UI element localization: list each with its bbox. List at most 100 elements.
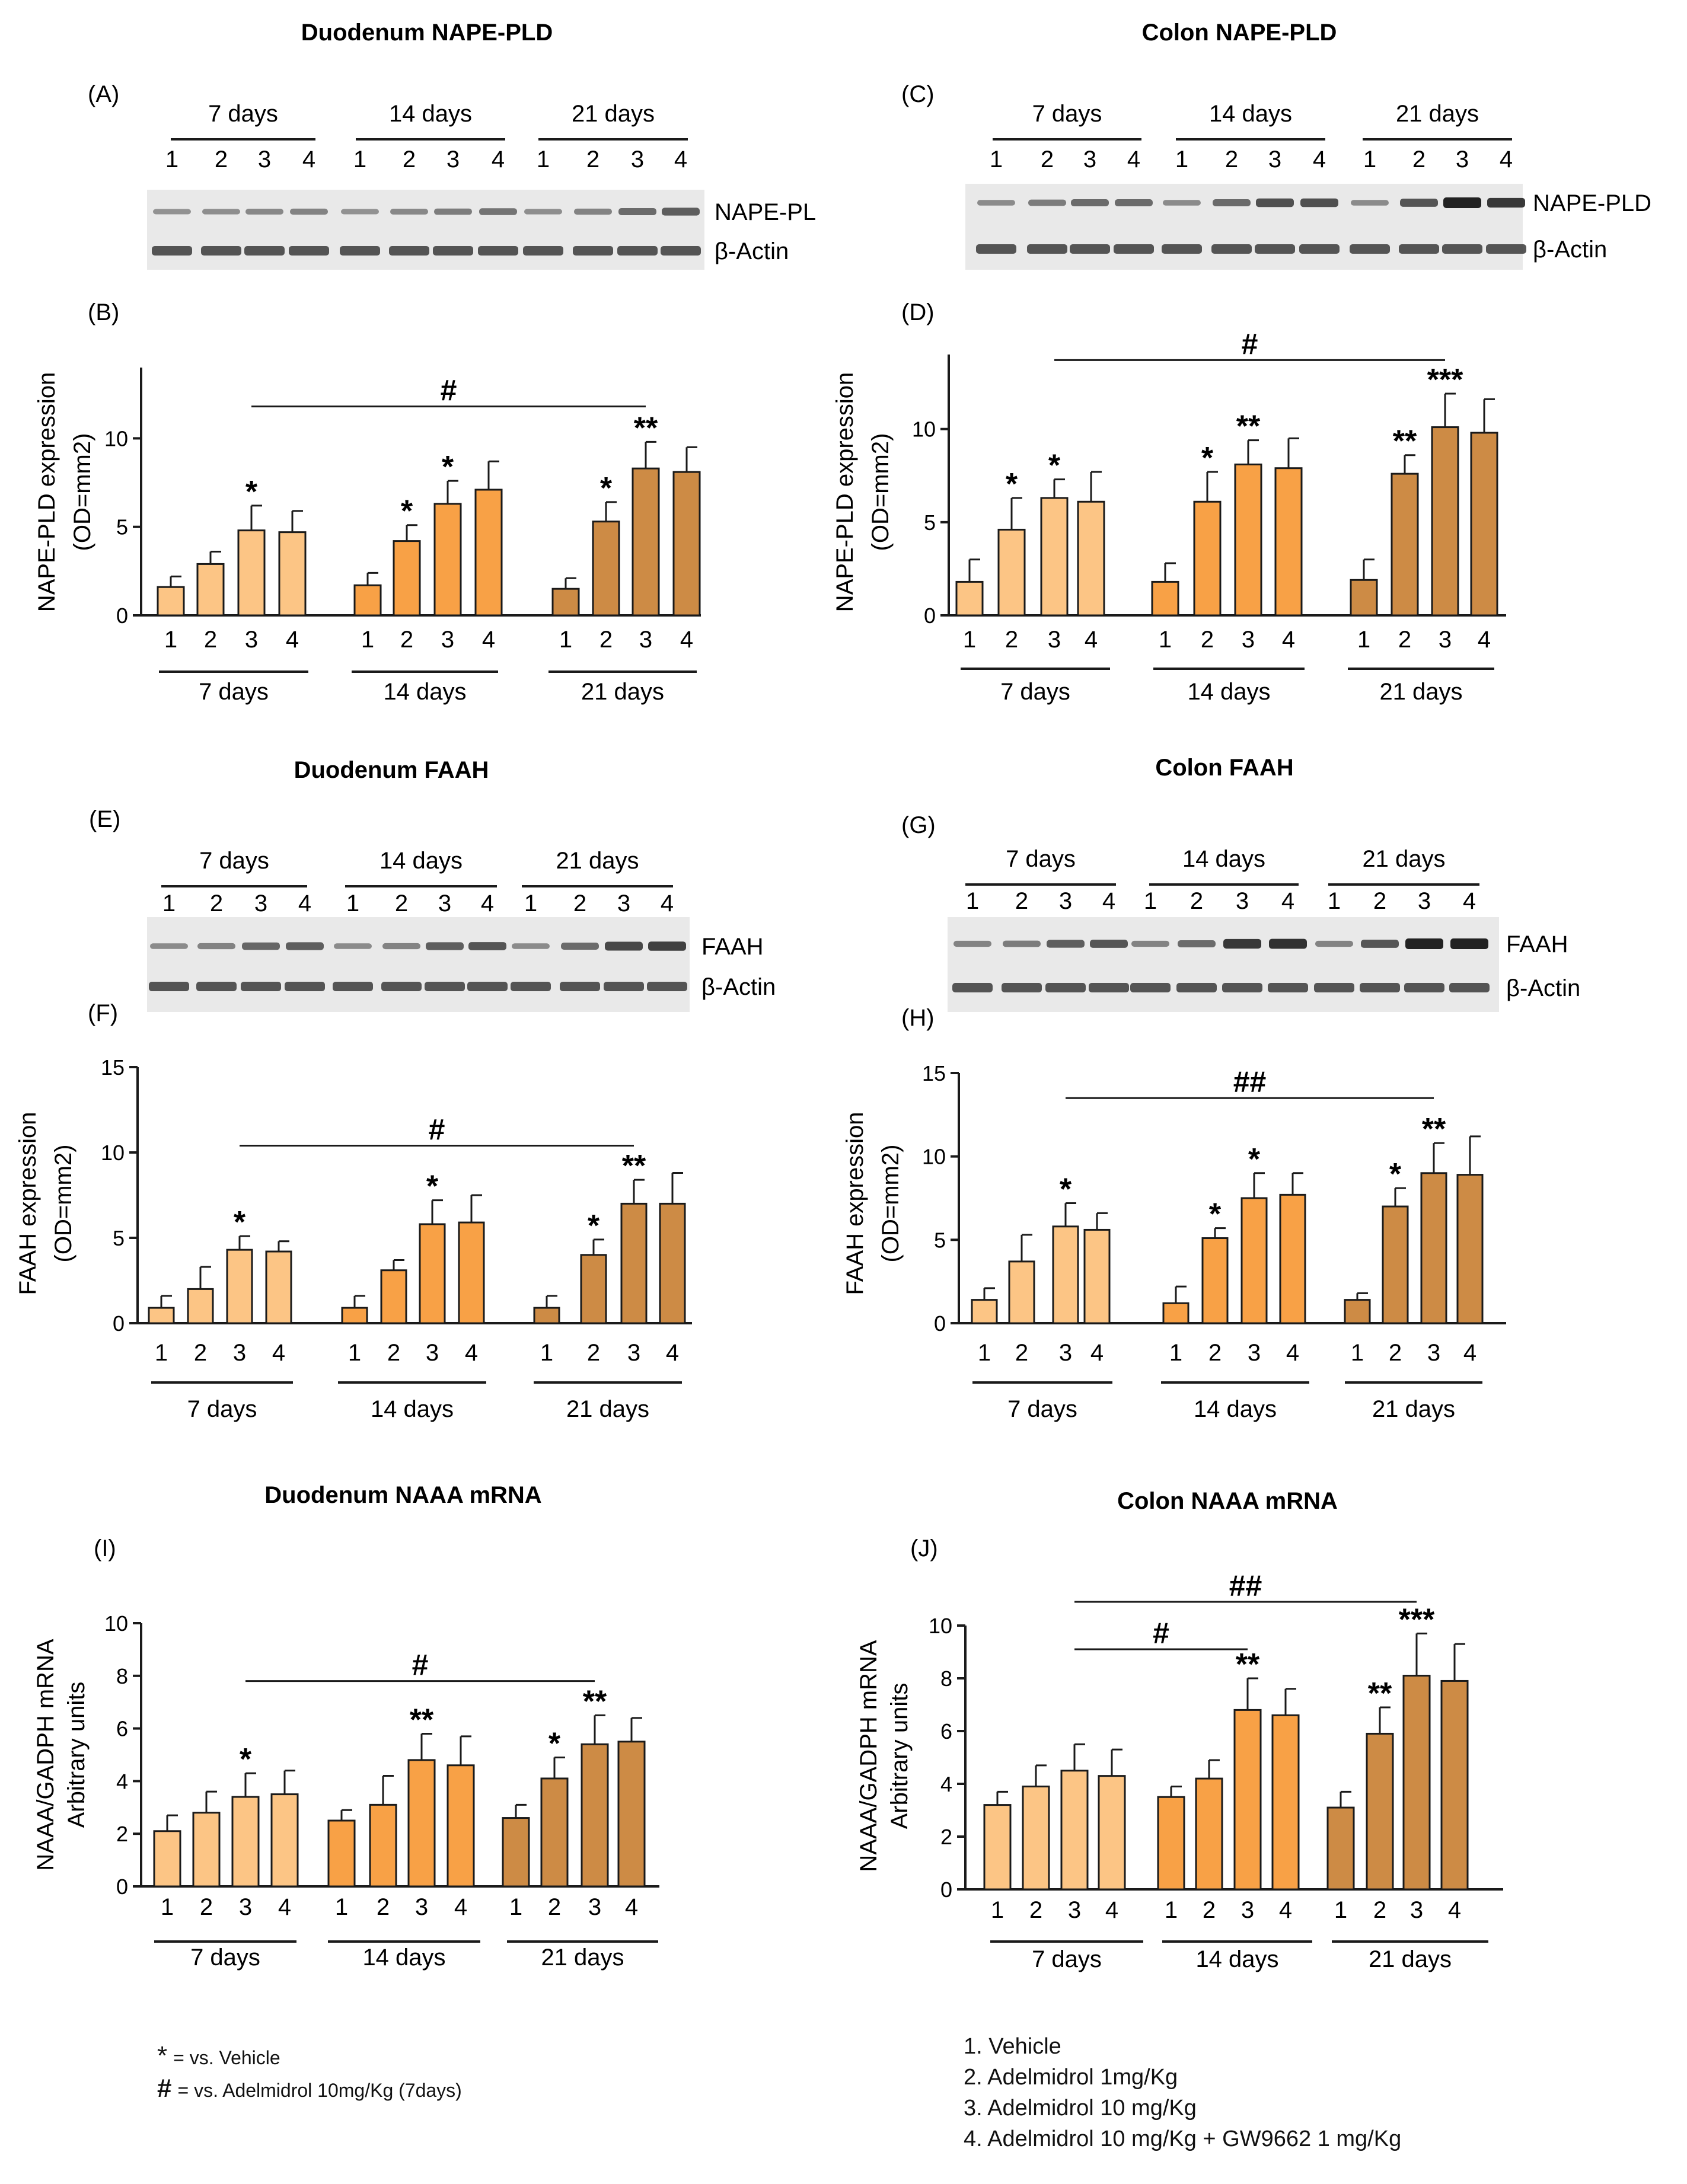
actin-band [1114, 244, 1154, 254]
x-tick-label: 3 [426, 1340, 439, 1366]
group-label: 21 days [1372, 1396, 1455, 1422]
y-tick-label: 10 [922, 1145, 946, 1169]
x-tick-label: 1 [1159, 627, 1172, 653]
x-tick-label: 1 [1165, 1897, 1178, 1923]
blot-lane-label: 1 [165, 146, 178, 173]
target-band [1443, 197, 1481, 208]
blot-lane-label: 4 [1463, 888, 1476, 914]
group-label: 21 days [541, 1944, 624, 1971]
blot-lane-label: 2 [215, 146, 228, 173]
title-colon-nape: Colon NAPE-PLD [1142, 20, 1337, 46]
group-label: 7 days [199, 679, 269, 705]
blot-group-label: 7 days [1006, 846, 1076, 872]
bar [1274, 467, 1303, 617]
x-tick-label: 2 [1398, 627, 1411, 653]
bar [1326, 1806, 1355, 1891]
y-axis-label: NAPE-PLD expression [34, 372, 60, 612]
blot-lane-label: 3 [617, 890, 630, 917]
x-tick-label: 1 [540, 1340, 553, 1366]
blot-group-label: 21 days [572, 101, 655, 127]
blot-lane-label: 1 [162, 890, 176, 917]
actin-band [1130, 983, 1171, 992]
bar [1077, 500, 1105, 617]
target-band [1047, 940, 1085, 948]
group-label: 21 days [566, 1396, 649, 1422]
target-band [977, 200, 1015, 206]
x-tick-label: 2 [200, 1894, 213, 1920]
significance-hash: # [1153, 1617, 1169, 1650]
blot-lane-label: 4 [674, 146, 687, 173]
x-tick-label: 2 [377, 1894, 390, 1920]
actin-band [1268, 983, 1308, 992]
blot-lane-label: 2 [573, 890, 586, 917]
bar [369, 1803, 397, 1888]
bar [353, 584, 382, 617]
bar [1350, 579, 1378, 617]
bar [502, 1817, 530, 1888]
bar [1382, 1205, 1409, 1324]
significance-star: ** [622, 1149, 646, 1183]
x-tick-label: 4 [1463, 1340, 1476, 1366]
y-tick-label: 0 [940, 1878, 952, 1902]
x-tick-label: 1 [155, 1340, 168, 1366]
bar [1201, 1237, 1229, 1324]
legend-star-row: * = vs. Vehicle [157, 2041, 462, 2073]
y-tick-label: 8 [940, 1666, 952, 1691]
y-axis-label-units: Arbitrary units [63, 1682, 90, 1828]
significance-star: * [442, 450, 454, 484]
actin-band [389, 246, 429, 256]
target-band [1405, 938, 1443, 949]
target-band [953, 940, 991, 947]
blot-lane-label: 4 [1102, 888, 1115, 914]
x-tick-label: 4 [286, 627, 299, 653]
blot-lane-label: 2 [395, 890, 408, 917]
blot-lane-label: 2 [403, 146, 416, 173]
x-tick-label: 3 [1248, 1340, 1261, 1366]
actin-band [244, 246, 285, 256]
blot-group-label: 14 days [1209, 101, 1292, 127]
bar [1440, 1679, 1469, 1891]
bar [270, 1793, 299, 1888]
target-band [390, 209, 428, 215]
x-tick-label: 4 [1090, 1340, 1104, 1366]
significance-star: *** [1399, 1602, 1435, 1637]
actin-band [196, 982, 237, 991]
y-tick-label: 5 [934, 1228, 946, 1252]
actin-band [201, 246, 241, 256]
x-tick-label: 2 [1005, 627, 1018, 653]
bar [1279, 1193, 1306, 1324]
y-tick-label: 10 [929, 1614, 952, 1638]
target-band [1163, 200, 1201, 206]
blot-group-label: 21 days [556, 848, 639, 874]
y-tick-label: 15 [101, 1055, 125, 1080]
y-tick-label: 4 [940, 1772, 952, 1796]
y-axis-label: FAAH expression [842, 1112, 868, 1295]
blot-target-label: NAPE-PL [715, 199, 816, 225]
x-tick-label: 3 [588, 1894, 601, 1920]
target-band [561, 943, 599, 950]
blot-lane-label: 3 [1418, 888, 1431, 914]
x-tick-label: 3 [415, 1894, 428, 1920]
group-label: 7 days [1000, 679, 1070, 705]
significance-star: ** [583, 1684, 607, 1719]
significance-hash: # [1242, 327, 1258, 360]
actin-band [333, 982, 373, 991]
title-colon-faah: Colon FAAH [1155, 755, 1293, 781]
x-tick-label: 4 [482, 627, 495, 653]
actin-band [1442, 244, 1482, 254]
x-tick-label: 1 [559, 627, 572, 653]
bar-chart-D: (D) NAPE-PLD expression (OD=mm2) 0 5 10 1 2 * 3 * 4… [832, 299, 1506, 705]
actin-band [1404, 983, 1444, 992]
group-label: 14 days [383, 679, 466, 705]
panel-letter: (C) [901, 81, 935, 107]
blot-lane-label: 3 [1236, 888, 1249, 914]
x-tick-label: 1 [161, 1894, 174, 1920]
bar [1083, 1228, 1111, 1324]
y-tick-label: 5 [116, 515, 128, 539]
target-band [574, 208, 612, 215]
x-tick-label: 4 [1286, 1340, 1299, 1366]
x-tick-label: 1 [991, 1897, 1004, 1923]
significance-star: ** [1236, 410, 1261, 444]
legend-star-text: = vs. Vehicle [173, 2047, 280, 2068]
